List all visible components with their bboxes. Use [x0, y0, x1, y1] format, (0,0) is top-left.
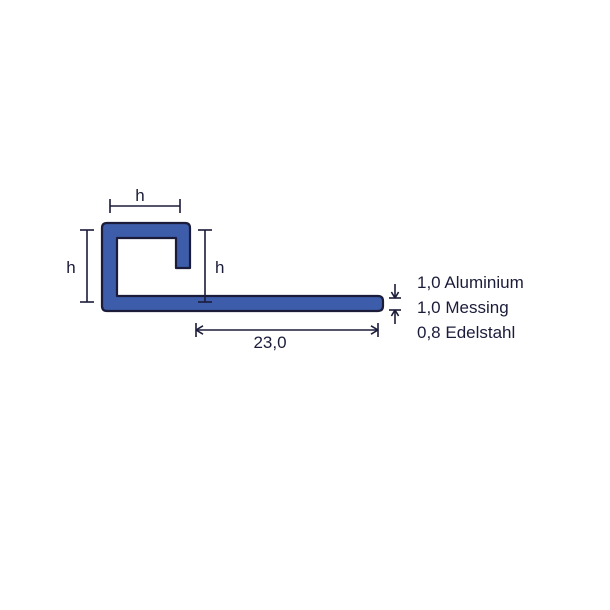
material-label-2: 0,8 Edelstahl	[417, 323, 515, 342]
dimension	[110, 199, 180, 213]
dimension	[196, 326, 378, 334]
profile-shape	[102, 223, 383, 311]
material-label-1: 1,0 Messing	[417, 298, 509, 317]
dimension	[389, 284, 401, 324]
dimension-label: 23,0	[253, 333, 286, 352]
material-label-0: 1,0 Aluminium	[417, 273, 524, 292]
dimension-label: h	[66, 258, 75, 277]
dimension-label: h	[135, 186, 144, 205]
dimension	[80, 230, 94, 302]
dimension-label: h	[215, 258, 224, 277]
dimension	[198, 230, 212, 302]
